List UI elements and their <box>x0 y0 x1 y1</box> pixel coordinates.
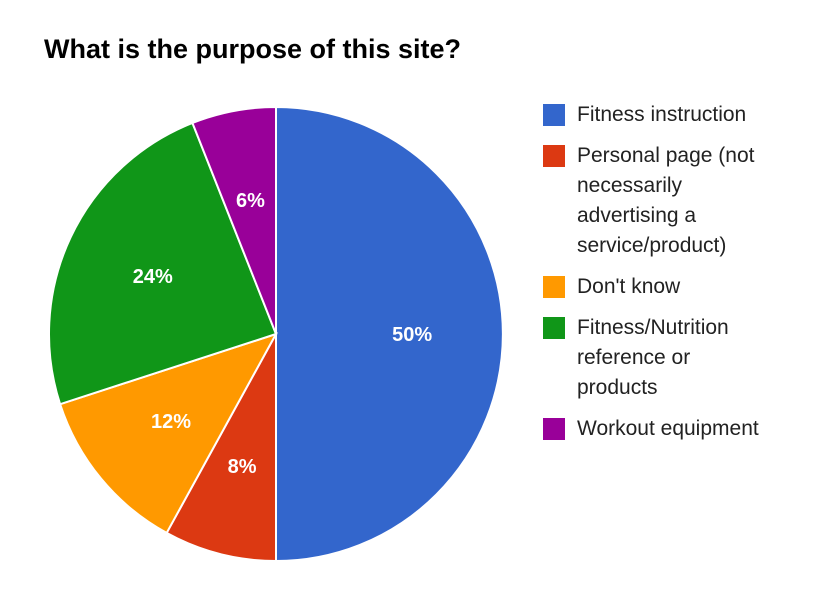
legend-item-fitness-nutrition[interactable]: Fitness/Nutrition reference or products <box>543 313 833 403</box>
legend: Fitness instruction Personal page (not n… <box>543 100 833 455</box>
slice-label-fitness-instruction: 50% <box>392 324 432 346</box>
legend-swatch <box>543 317 565 339</box>
legend-item-fitness-instruction[interactable]: Fitness instruction <box>543 100 833 130</box>
legend-label: Fitness instruction <box>577 103 747 126</box>
slice-label-personal-page: 8% <box>228 456 257 478</box>
legend-item-workout-equipment[interactable]: Workout equipment <box>543 414 833 444</box>
pie-slice-dont-know[interactable] <box>58 332 279 535</box>
pie-slice-workout-equipment[interactable] <box>191 105 277 335</box>
legend-swatch <box>543 418 565 440</box>
legend-swatch <box>543 104 565 126</box>
legend-item-dont-know[interactable]: Don't know <box>543 272 833 302</box>
legend-item-personal-page[interactable]: Personal page (not necessarily advertisi… <box>543 141 833 261</box>
legend-label: Don't know <box>577 275 681 298</box>
pie-slice-fitness-instruction[interactable] <box>275 105 504 563</box>
legend-label: Personal page (not necessarily advertisi… <box>577 144 755 257</box>
slice-label-workout-equipment: 6% <box>236 190 265 212</box>
legend-label: Workout equipment <box>577 417 759 440</box>
legend-swatch <box>543 276 565 298</box>
slice-label-fitness-nutrition: 24% <box>133 266 173 288</box>
pie-slice-personal-page[interactable] <box>165 333 277 563</box>
slice-label-dont-know: 12% <box>151 411 191 433</box>
chart-title: What is the purpose of this site? <box>44 34 462 64</box>
legend-label: Fitness/Nutrition reference or products <box>577 316 729 399</box>
legend-swatch <box>543 145 565 167</box>
